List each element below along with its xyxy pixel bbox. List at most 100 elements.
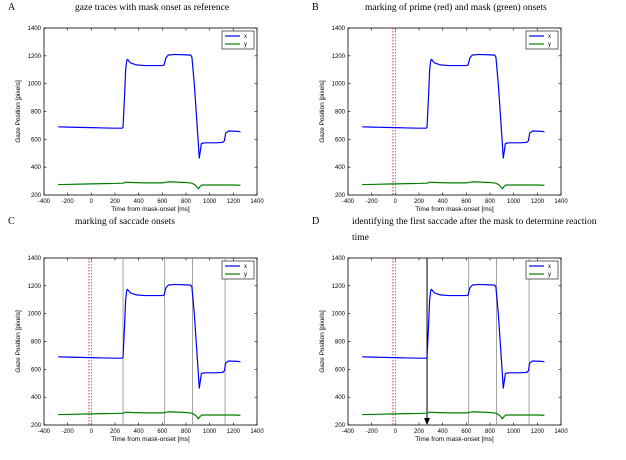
y-tick-label: 400 xyxy=(31,395,42,401)
y-tick-label: 200 xyxy=(31,193,42,199)
x-tick-label: 1200 xyxy=(531,429,545,435)
x-tick-label: -200 xyxy=(366,429,379,435)
x-tick-label: 1400 xyxy=(554,429,568,435)
legend-label: x xyxy=(548,34,551,40)
y-tick-label: 1000 xyxy=(332,312,346,318)
y-tick-label: 400 xyxy=(335,395,346,401)
y-tick-label: 1200 xyxy=(28,54,42,60)
x-tick-label: 200 xyxy=(414,429,425,435)
chart-title: identifying the first saccade after the … xyxy=(352,216,597,243)
x-tick-label: 0 xyxy=(90,199,94,205)
x-tick-label: 1000 xyxy=(507,429,521,435)
legend-label: x xyxy=(244,34,247,40)
reaction-time-arrowhead xyxy=(424,418,431,425)
x-tick-label: 600 xyxy=(461,429,472,435)
y-tick-label: 400 xyxy=(335,165,346,171)
chart-title: marking of prime (red) and mask (green) … xyxy=(365,2,547,13)
y-tick-label: 600 xyxy=(335,367,346,373)
x-tick-label: -200 xyxy=(366,199,379,205)
legend-label: x xyxy=(548,264,551,270)
legend-label: y xyxy=(548,42,551,48)
x-tick-label: 1200 xyxy=(227,199,241,205)
x-tick-label: 1400 xyxy=(250,429,264,435)
x-tick-label: 200 xyxy=(414,199,425,205)
x-tick-label: 600 xyxy=(157,199,168,205)
y-tick-label: 1200 xyxy=(28,284,42,290)
y-tick-label: 1400 xyxy=(332,26,346,32)
y-tick-label: 1400 xyxy=(332,256,346,262)
x-tick-label: 800 xyxy=(181,199,192,205)
chart-title-line-2: time xyxy=(352,233,369,243)
y-axis-label: Gaze Position [pixels] xyxy=(15,80,22,143)
legend-label: y xyxy=(244,42,247,48)
chart-title: marking of saccade onsets xyxy=(75,216,175,227)
panel-letter: B xyxy=(312,2,319,13)
x-tick-label: 800 xyxy=(485,199,496,205)
y-tick-label: 1000 xyxy=(28,312,42,318)
x-tick-label: -400 xyxy=(38,199,51,205)
x-tick-label: 400 xyxy=(438,199,449,205)
legend: xy xyxy=(525,260,559,280)
legend-label: y xyxy=(244,272,247,278)
y-tick-label: 1400 xyxy=(28,26,42,32)
series-line-y xyxy=(58,181,241,190)
plot-area xyxy=(347,27,562,196)
y-tick-label: 1200 xyxy=(332,284,346,290)
y-tick-label: 1200 xyxy=(332,54,346,60)
legend-box xyxy=(525,260,559,280)
x-tick-label: 1400 xyxy=(554,199,568,205)
y-tick-label: 600 xyxy=(31,367,42,373)
legend-label: y xyxy=(548,272,551,278)
x-tick-label: -200 xyxy=(62,199,75,205)
y-tick-label: 600 xyxy=(31,137,42,143)
panel-letter: C xyxy=(8,216,15,227)
legend: xy xyxy=(221,260,255,280)
x-axis-label: Time from mask-onset [ms] xyxy=(415,436,494,443)
legend-box xyxy=(221,260,255,280)
x-tick-label: 800 xyxy=(485,429,496,435)
legend-label: x xyxy=(244,264,247,270)
x-tick-label: 1400 xyxy=(250,199,264,205)
y-tick-label: 400 xyxy=(31,165,42,171)
x-axis-label: Time from mask-onset [ms] xyxy=(111,206,190,213)
x-tick-label: -200 xyxy=(62,429,75,435)
x-tick-label: 200 xyxy=(110,429,121,435)
series-line-x xyxy=(58,53,241,159)
plot-area xyxy=(43,27,258,196)
series-line-x xyxy=(58,283,241,389)
x-tick-label: 1200 xyxy=(227,429,241,435)
x-tick-label: -400 xyxy=(342,429,355,435)
y-tick-label: 1000 xyxy=(28,82,42,88)
x-tick-label: 800 xyxy=(181,429,192,435)
y-tick-label: 200 xyxy=(335,423,346,429)
legend-box xyxy=(221,30,255,50)
chart-title: gaze traces with mask onset as reference xyxy=(75,2,229,13)
x-axis-label: Time from mask-onset [ms] xyxy=(111,436,190,443)
x-tick-label: 200 xyxy=(110,199,121,205)
y-tick-label: 200 xyxy=(335,193,346,199)
legend: xy xyxy=(221,30,255,50)
x-tick-label: 0 xyxy=(90,429,94,435)
y-tick-label: 200 xyxy=(31,423,42,429)
y-tick-label: 800 xyxy=(31,110,42,116)
y-tick-label: 800 xyxy=(335,110,346,116)
series-line-y xyxy=(58,411,241,420)
x-tick-label: 1000 xyxy=(203,199,217,205)
x-tick-label: 400 xyxy=(134,429,145,435)
y-axis-label: Gaze Position [pixels] xyxy=(15,310,22,373)
panel-letter: D xyxy=(312,216,319,227)
x-tick-label: 400 xyxy=(438,429,449,435)
x-tick-label: 600 xyxy=(461,199,472,205)
x-tick-label: 0 xyxy=(394,199,398,205)
y-tick-label: 1000 xyxy=(332,82,346,88)
x-tick-label: 400 xyxy=(134,199,145,205)
series-line-x xyxy=(362,53,545,159)
series-line-y xyxy=(362,181,545,190)
series-line-y xyxy=(362,411,545,420)
y-tick-label: 800 xyxy=(31,340,42,346)
y-axis-label: Gaze Position [pixels] xyxy=(319,80,326,143)
panel-letter: A xyxy=(8,2,16,13)
